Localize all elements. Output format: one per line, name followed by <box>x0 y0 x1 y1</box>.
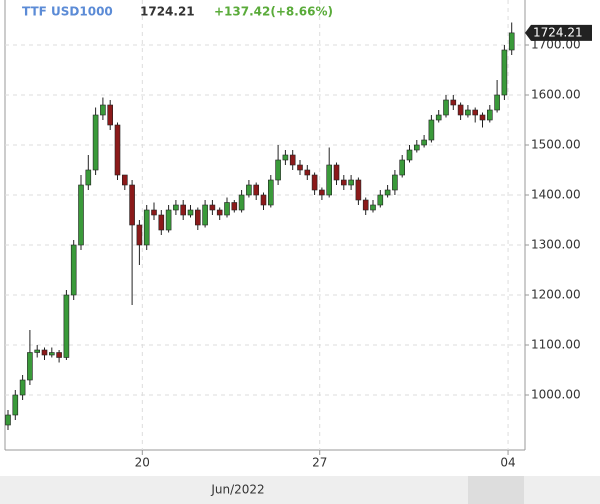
candle-body <box>143 209 150 246</box>
candle-body <box>122 174 128 186</box>
candle-body <box>253 184 259 196</box>
last-price-badge <box>525 24 592 41</box>
candle-body <box>333 164 340 181</box>
candle-body <box>92 114 99 171</box>
candle-body <box>362 199 369 211</box>
candle-body <box>129 184 135 226</box>
candle-body <box>209 204 216 211</box>
y-tick-label: 1400.00 <box>531 188 581 202</box>
candle-body <box>413 144 420 151</box>
candle-body <box>41 349 48 356</box>
candle-body <box>311 174 318 191</box>
candle-body <box>202 204 208 226</box>
period-label: Jun/2022 <box>210 483 264 497</box>
candle-body <box>494 94 500 111</box>
candle-body <box>355 179 362 201</box>
last-price-label: 1724.21 <box>533 25 583 39</box>
candle-body <box>472 109 479 116</box>
candle-body <box>231 202 238 211</box>
candle-body <box>457 104 464 116</box>
candle-body <box>70 244 77 296</box>
candle-body <box>465 109 471 116</box>
candle-body <box>501 49 508 96</box>
candle-body <box>267 179 274 206</box>
y-tick-label: 1500.00 <box>531 138 581 152</box>
candle-body <box>282 154 289 161</box>
candle-body <box>158 214 165 231</box>
candle-body <box>384 189 391 196</box>
plot <box>5 0 525 450</box>
candle-body <box>319 189 325 196</box>
time-strip-window <box>468 476 524 504</box>
candle-body <box>450 99 457 106</box>
candle-body <box>421 139 427 146</box>
candle-body <box>34 349 41 353</box>
candle-body <box>224 202 230 216</box>
candle-body <box>428 119 435 141</box>
candle-body <box>443 99 449 116</box>
candle-body <box>399 159 406 176</box>
candle-body <box>100 104 106 116</box>
y-tick-label: 1100.00 <box>531 338 581 352</box>
y-tick-label: 1200.00 <box>531 288 581 302</box>
candle-body <box>114 124 121 176</box>
candle-body <box>326 164 333 196</box>
candle-body <box>12 394 19 416</box>
candle-body <box>406 149 413 161</box>
candle-body <box>48 352 55 356</box>
candle-body <box>107 104 113 126</box>
candle-body <box>173 204 179 211</box>
price-change: +137.42(+8.66%) <box>214 5 333 19</box>
last-price: 1724.21 <box>140 5 195 19</box>
candle-body <box>238 194 245 211</box>
candle-body <box>297 164 303 171</box>
candle-body <box>392 174 398 191</box>
candle-body <box>180 204 186 216</box>
candle-body <box>56 352 62 358</box>
candle-body <box>136 224 143 246</box>
candle-body <box>348 179 354 186</box>
y-tick-label: 1700.00 <box>531 38 581 52</box>
candle-body <box>340 179 347 186</box>
candle-body <box>195 209 201 226</box>
candle-body <box>289 154 296 166</box>
candle-body <box>216 209 223 216</box>
candle-body <box>187 209 194 216</box>
x-tick-label: 04 <box>500 456 515 470</box>
candle-body <box>78 184 84 246</box>
candle-body <box>63 294 70 358</box>
candle-body <box>370 204 376 211</box>
candle-body <box>246 184 252 196</box>
candle-body <box>5 414 11 426</box>
x-tick-label: 27 <box>312 456 327 470</box>
candle-body <box>85 169 92 186</box>
symbol: TTF USD1000 <box>22 5 113 19</box>
y-tick-label: 1000.00 <box>531 388 581 402</box>
candle-body <box>19 379 26 396</box>
candle-body <box>486 109 493 121</box>
candle-body <box>151 209 157 216</box>
x-tick-label: 20 <box>135 456 150 470</box>
candle-body <box>479 114 486 121</box>
candle-body <box>27 352 33 381</box>
candle-body <box>508 32 515 51</box>
candle-body <box>435 114 442 121</box>
candle-body <box>304 169 311 176</box>
candle-body <box>165 209 172 231</box>
y-tick-label: 1300.00 <box>531 238 581 252</box>
candle-body <box>377 194 384 206</box>
candle-body <box>275 159 281 181</box>
y-tick-label: 1600.00 <box>531 88 581 102</box>
candle-body <box>260 194 267 206</box>
